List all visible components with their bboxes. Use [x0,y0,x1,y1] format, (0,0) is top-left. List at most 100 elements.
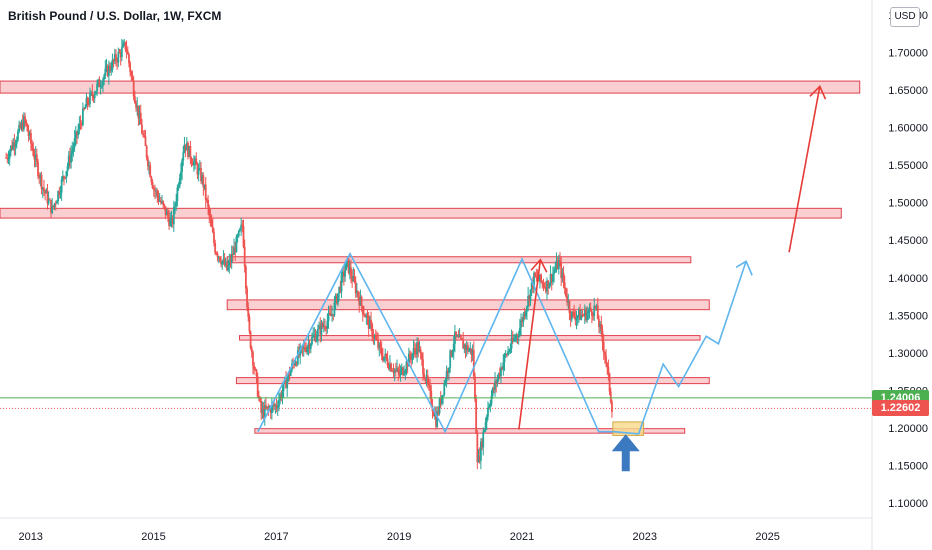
candle-body [514,338,517,340]
candle-body [365,315,368,318]
candle-body [162,201,165,205]
candle-body [56,201,58,204]
candle-body [185,142,188,151]
candle-body [444,381,447,384]
candle-body [520,320,522,328]
candle-body [254,368,257,370]
candle-body [589,307,592,312]
candle-body [598,319,600,328]
candle-body [100,85,103,87]
candle-body [318,325,320,329]
candle-body [595,305,598,308]
candle-body [124,42,127,50]
price-zone [238,335,701,341]
candle-body [261,408,264,413]
candle-body [594,305,597,308]
candle-body [79,123,82,125]
candle-body [93,94,96,99]
candle-body [572,311,574,313]
candle-body [469,348,472,350]
candle-body [159,200,162,203]
candle-body [588,307,591,312]
currency-button[interactable]: USD [890,7,920,27]
candle-body [106,66,109,77]
candle-body [443,383,446,395]
candle-body [608,373,611,392]
candle-body [50,199,52,213]
candle-body [410,357,413,360]
candle-body [579,309,581,320]
candle-body [366,315,369,317]
candle-body [104,68,107,76]
candle-body [289,370,292,376]
candle-body [239,228,241,231]
candle-body [357,291,359,298]
candle-body [96,83,98,92]
candle-body [308,343,311,349]
candle-body [183,144,186,153]
candle-body [126,51,129,55]
candle-body [158,200,161,202]
candle-body [567,300,570,303]
candle-body [37,161,39,176]
candle-body [415,350,417,355]
candle-body [278,400,280,408]
candle-body [345,260,348,271]
candle-body [242,226,245,247]
candle-body [457,335,460,338]
candle-body [90,92,93,94]
candle-body [340,274,343,292]
candle-body [184,144,187,151]
candle-body [54,203,57,205]
candle-body [522,313,525,323]
current-price-label: 1.22602 [872,400,929,417]
candle-body [233,247,235,256]
candle-body [521,320,524,323]
candle-body [550,274,553,282]
candle-body [320,323,323,335]
candle-body [136,105,139,108]
candle-body [115,54,117,62]
candle-body [354,281,357,294]
candle-body [247,307,250,317]
candle-body [352,275,355,282]
candle-body [223,258,226,266]
candle-body [163,204,166,207]
candle-body [554,269,557,272]
candle-body [364,315,367,318]
candle-body [344,270,346,277]
candle-body [575,317,578,321]
candle-body [548,283,551,289]
candle-body [207,200,209,208]
candle-body [606,363,609,367]
candle-body [524,311,527,317]
candle-body [542,282,545,287]
candle-body [21,122,24,130]
candle-body [70,153,72,163]
candle-body [547,280,550,289]
price-zone [235,377,710,385]
candle-body [599,323,602,328]
candle-body [378,343,381,349]
candle-body [347,258,350,273]
candle-body [371,324,374,337]
candle-body [324,325,326,329]
candle-body [149,165,152,178]
candle-body [425,375,428,381]
candle-body [71,150,74,154]
candle-body [329,313,332,317]
candle-body [370,319,372,325]
candle-body [38,175,41,178]
candle-body [449,350,452,368]
price-zone [0,80,861,94]
candle-body [419,349,422,354]
candle-body [534,272,537,277]
price-zone [226,256,692,264]
candle-body [399,370,402,376]
candle-body [257,396,260,398]
candle-body [392,371,395,373]
candle-body [200,168,202,182]
candle-body [301,346,304,349]
